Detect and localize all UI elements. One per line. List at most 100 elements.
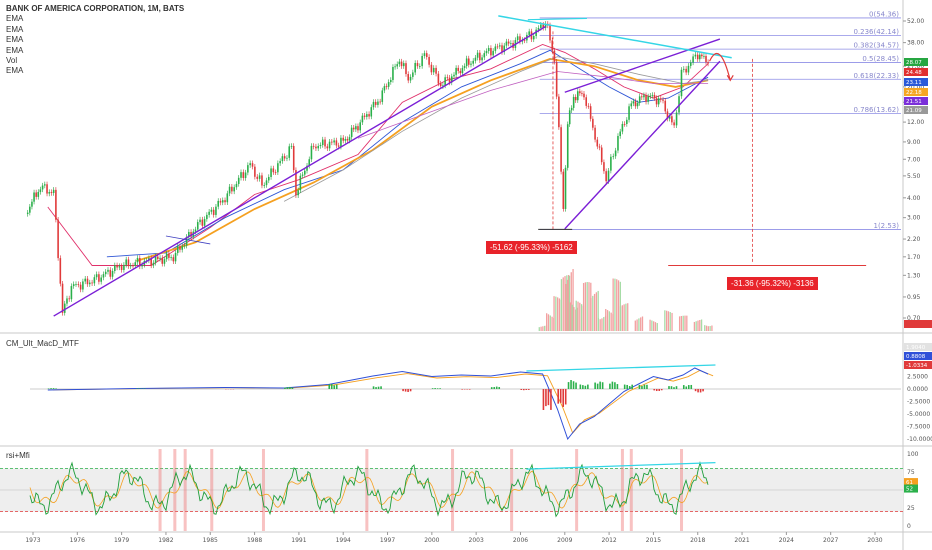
price-candle [346,139,349,141]
y-tick-label: 20.00 [907,84,924,91]
price-candle [183,245,186,247]
volume-bar [649,319,651,331]
price-candle [199,219,201,223]
y-tick-label: 3.00 [907,215,921,222]
price-candle [370,107,373,117]
price-candle [188,231,190,237]
price-candle [570,107,573,111]
price-candle [657,98,660,105]
price-candle [337,145,340,147]
rsi-highlight-band [510,449,514,531]
macd-y-tick-label: 2.5000 [907,374,928,381]
macd-histogram-bar [668,386,670,389]
price-candle [274,172,277,174]
price-candle [159,257,161,259]
price-badge-label: 21.51 [906,99,922,105]
price-candle [564,167,567,209]
price-candle [37,191,40,197]
macd-histogram-bar [550,389,552,410]
legend-item[interactable]: EMA [6,24,24,34]
price-candle [116,265,118,268]
macd-histogram-bar [404,389,407,392]
legend-item[interactable]: EMA [6,14,24,24]
volume-bar [605,308,607,331]
volume-bar [606,310,609,331]
rsi-badge-label: 52 [906,487,913,493]
macd-histogram-bar [673,387,675,389]
rsi-pane-label[interactable]: rsi+Mfi [6,451,30,460]
volume-bar [623,304,625,331]
macd-pane-label[interactable]: CM_Ult_MacD_MTF [6,339,79,348]
price-candle [75,284,77,285]
volume-bar [638,318,640,331]
volume-bar [560,279,563,331]
price-candle [662,99,664,101]
volume-bar [553,296,555,331]
price-candle [472,60,475,64]
macd-histogram-bar [286,387,289,389]
macd-histogram-bar [542,389,545,410]
price-candle [48,192,51,194]
price-candle [277,163,279,173]
x-tick-label: 1982 [158,537,173,544]
macd-histogram-bar [284,387,286,389]
legend-item[interactable]: EMA [6,45,24,55]
price-candle [664,100,667,112]
price-candle [261,175,263,186]
volume-bar [619,306,622,331]
fib-level-label: 0(54.36) [869,10,899,18]
macd-histogram-bar [638,384,641,389]
volume-bar [603,317,605,331]
macd-histogram-bar [609,383,611,389]
macd-histogram-bar [498,387,501,389]
legend-item[interactable]: EMA [6,66,24,76]
macd-histogram-bar [579,384,582,389]
price-badge-label: 23.11 [906,80,922,86]
volume-bar [558,298,561,331]
fib-level-label: 0.236(42.14) [853,28,899,36]
macd-histogram-bar [527,389,530,390]
x-tick-label: 1997 [380,537,395,544]
price-candle [465,58,468,67]
macd-histogram-bar [436,388,439,389]
price-candle [333,140,335,143]
legend-item[interactable]: Vol [6,56,18,66]
price-candle [208,211,210,215]
macd-histogram-bar [335,384,338,389]
price-candle [689,62,692,66]
price-candle [610,156,612,171]
volume-bar [538,327,540,331]
price-candle [598,146,601,148]
macd-y-tick-label: -2.5000 [907,399,930,406]
volume-bar [695,321,697,331]
price-candle [46,184,48,194]
volume-bar [697,320,699,331]
price-candle [394,66,396,68]
price-candle [673,122,675,126]
price-candle [574,96,577,101]
price-candle [317,146,320,149]
legend-item[interactable]: EMA [6,35,24,45]
price-candle [237,177,240,184]
projection-arrowhead [726,74,734,82]
macd-histogram-bar [333,385,336,389]
fib-level-label: 0.382(34.57) [853,42,899,50]
y-tick-label: 27.00 [907,63,924,70]
macd-histogram-bar [330,383,333,389]
volume-bar [682,315,684,331]
price-candle [457,67,460,71]
price-candle [31,201,33,207]
price-candle [286,157,288,159]
price-candle [91,282,93,284]
price-badge-label: 24.48 [906,70,922,76]
price-candle [163,259,166,264]
price-candle [566,124,569,168]
price-candle [579,91,581,94]
price-candle [233,187,235,192]
price-candle [86,278,89,285]
drop-annotation-2008: -51.62 (-95.33%) -5162 [486,241,577,254]
macd-y-tick-label: -5.0000 [907,411,930,418]
macd-histogram-bar [631,384,633,389]
price-candle [703,55,705,57]
